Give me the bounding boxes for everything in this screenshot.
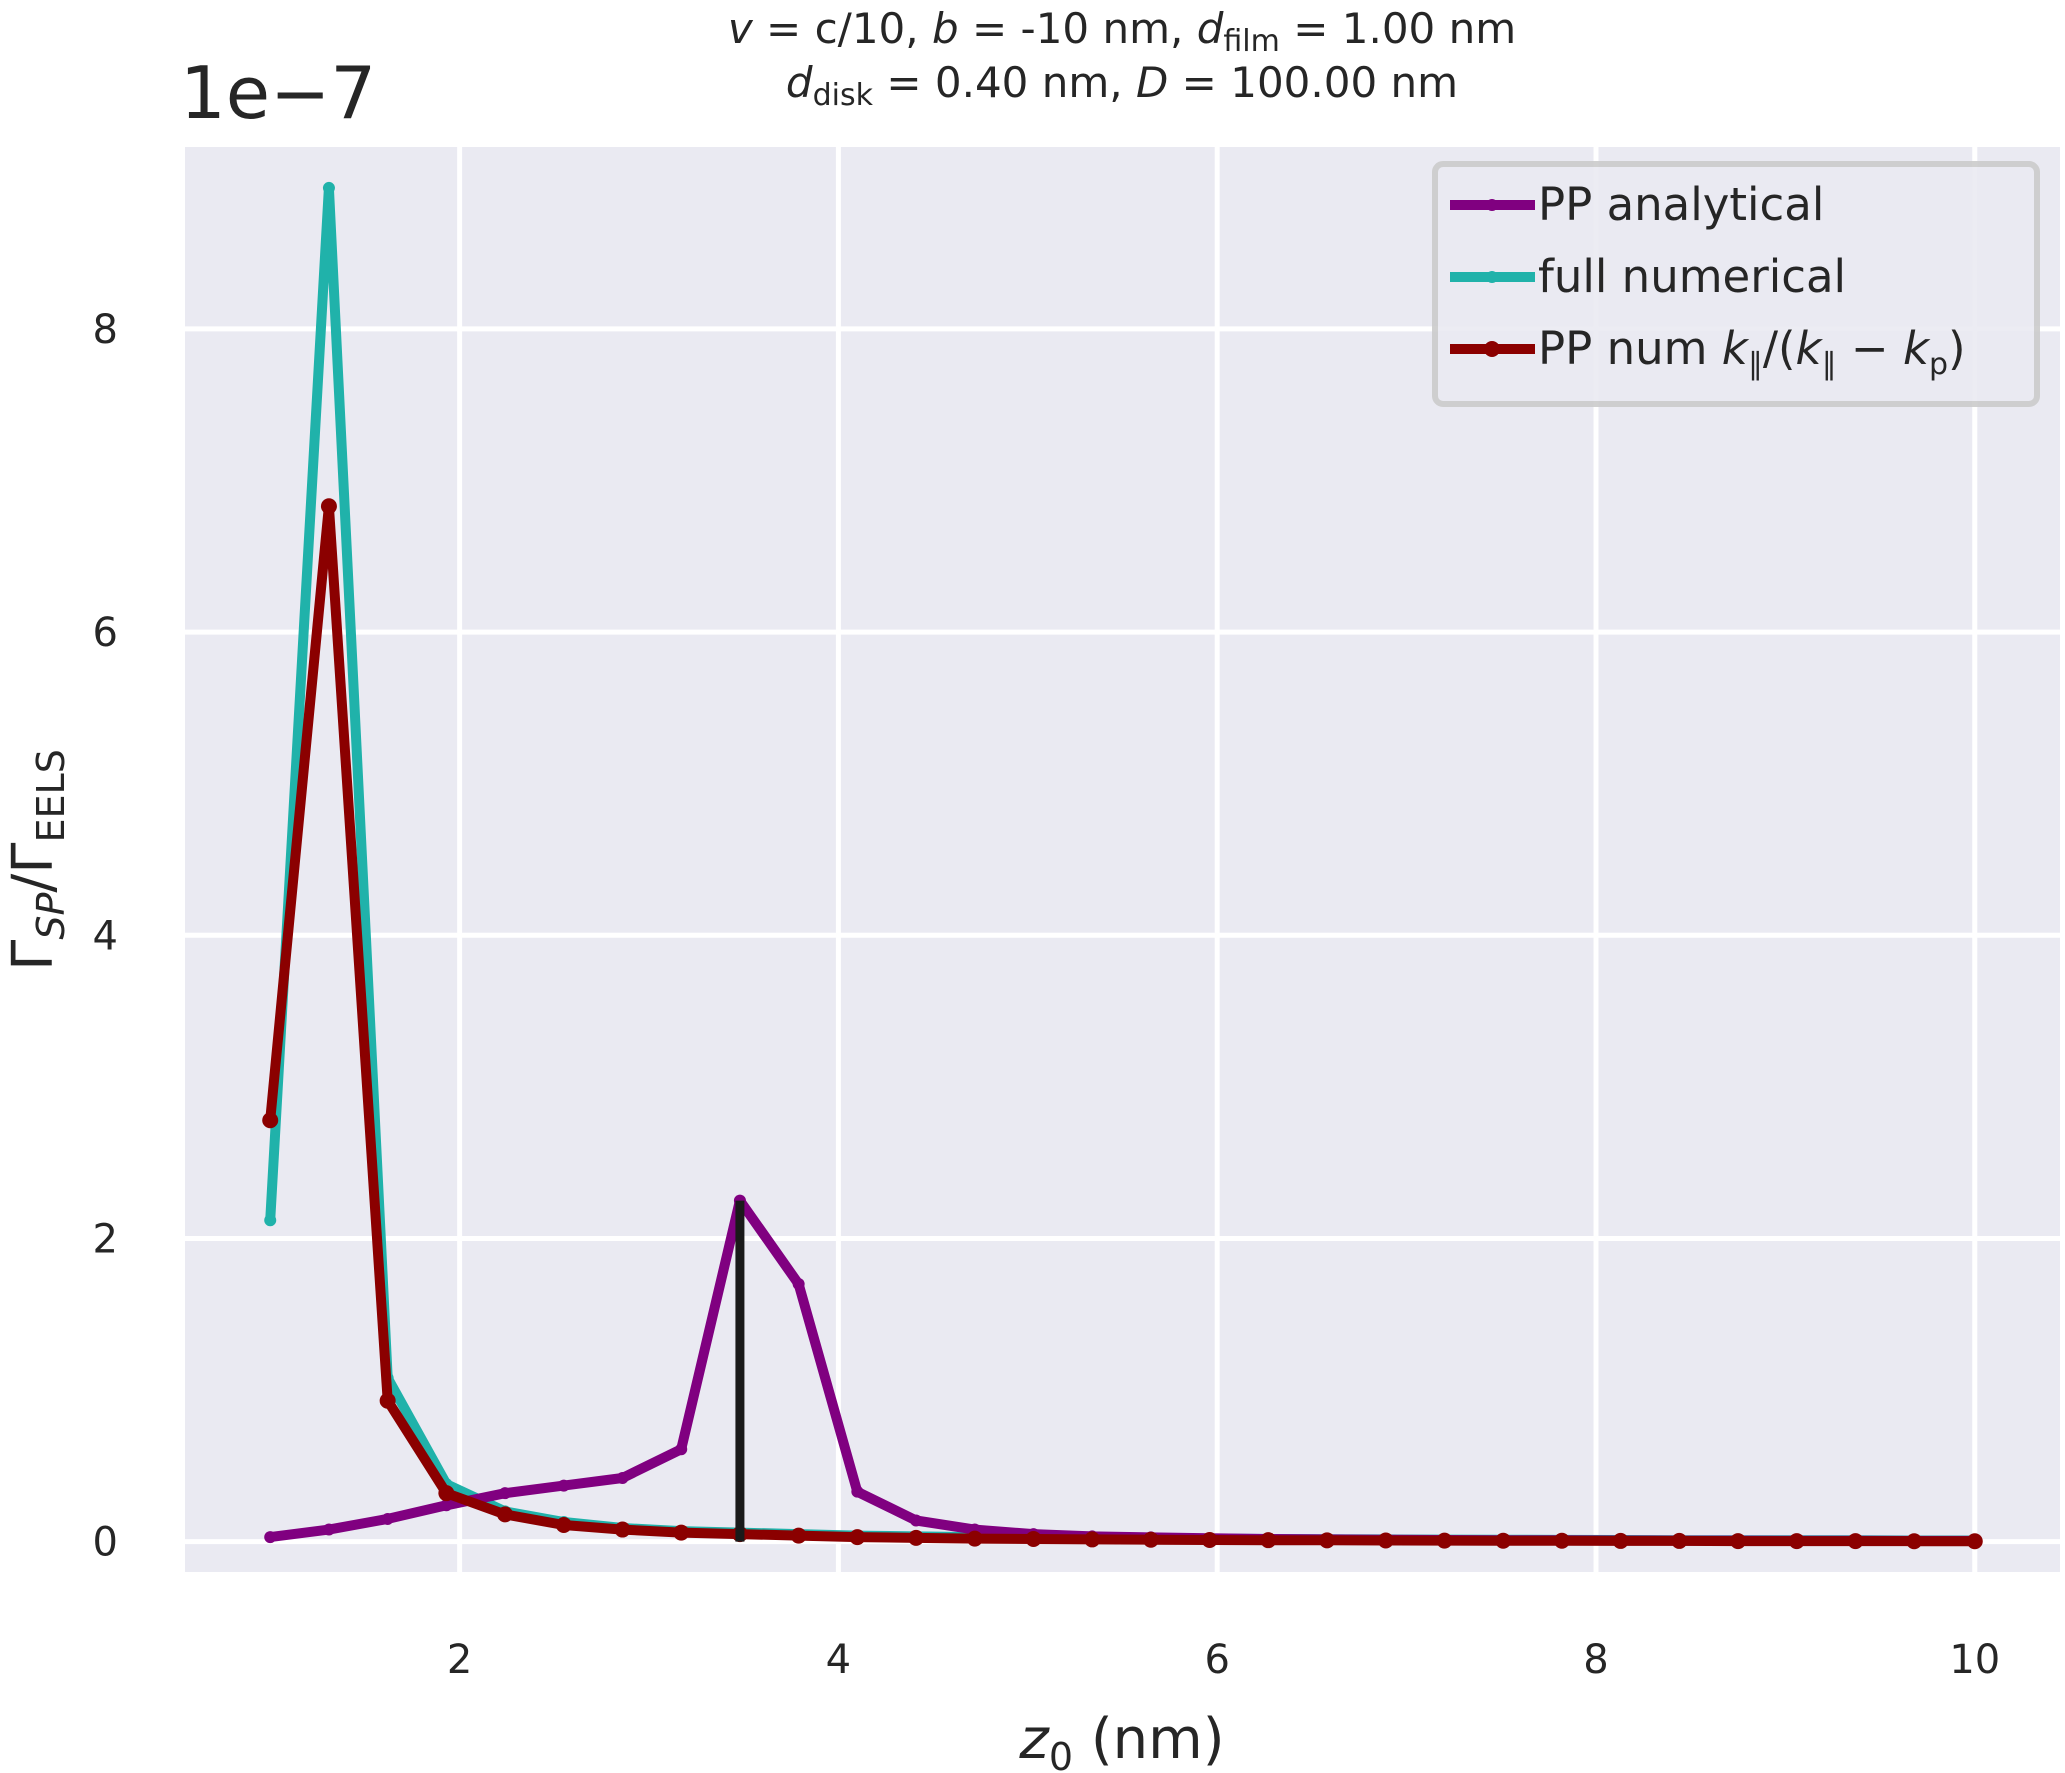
data-point [1319, 1532, 1336, 1549]
x-axis-label: z0 (nm) [1018, 1707, 1224, 1773]
y-tick-label-6: 6 [93, 610, 118, 656]
data-point [320, 498, 337, 515]
data-point [1260, 1532, 1277, 1549]
data-point [264, 1531, 277, 1544]
data-point [262, 1112, 279, 1129]
data-point [1436, 1532, 1453, 1549]
data-point [851, 1485, 864, 1498]
x-tick-label-6: 6 [1204, 1637, 1229, 1683]
data-point [499, 1487, 512, 1500]
data-point [1671, 1532, 1688, 1549]
legend: PP analytical full numerical PP num k∥/(… [1432, 161, 2040, 407]
data-point [1847, 1533, 1864, 1550]
data-point [438, 1485, 455, 1502]
y-tick-label-0: 0 [93, 1520, 118, 1566]
data-point [381, 1512, 394, 1525]
legend-label-pp-num: PP num k∥/(k∥ − kp) [1538, 322, 1966, 382]
data-point [1788, 1533, 1805, 1550]
legend-marker-full-numerical [1486, 271, 1498, 283]
data-point [264, 1214, 277, 1227]
data-point [1553, 1532, 1570, 1549]
y-offset-label: 1e−7 [180, 51, 376, 135]
data-point [908, 1529, 925, 1546]
data-point [1142, 1531, 1159, 1548]
y-tick-label-8: 8 [93, 307, 118, 353]
data-point [792, 1277, 805, 1290]
data-point [849, 1529, 866, 1546]
data-point [790, 1527, 807, 1544]
data-point [1084, 1531, 1101, 1548]
data-point [1906, 1533, 1923, 1550]
x-tick-label-2: 2 [447, 1637, 472, 1683]
legend-marker-pp-analytical [1486, 199, 1498, 211]
chart-title-line-1: v = c/10, b = -10 nm, dfilm = 1.00 nm [728, 4, 1516, 59]
data-point [322, 181, 335, 194]
legend-label-full-numerical: full numerical [1538, 250, 1846, 303]
legend-marker-pp-num [1484, 341, 1500, 357]
data-point [322, 1523, 335, 1536]
series-layer [262, 181, 1983, 1550]
data-point [555, 1517, 572, 1534]
data-point [1612, 1532, 1629, 1549]
series-pp-num [262, 498, 1983, 1550]
data-point [966, 1530, 983, 1547]
data-point [379, 1392, 396, 1409]
data-point [440, 1499, 453, 1512]
x-tick-label-10: 10 [1949, 1637, 2000, 1683]
data-point [1730, 1533, 1747, 1550]
data-point [673, 1524, 690, 1541]
data-point [1377, 1532, 1394, 1549]
series-line-pp-num [265, 501, 1980, 1547]
chart-title-line-2: ddisk = 0.40 nm, D = 100.00 nm [786, 58, 1458, 113]
x-tick-label-8: 8 [1583, 1637, 1608, 1683]
data-point [1201, 1532, 1218, 1549]
legend-label-pp-analytical: PP analytical [1538, 178, 1824, 231]
data-point [616, 1472, 629, 1485]
data-point [614, 1521, 631, 1538]
y-tick-label-4: 4 [93, 913, 118, 959]
data-point [675, 1443, 688, 1456]
data-point [1495, 1532, 1512, 1549]
data-point [557, 1479, 570, 1492]
x-tick-label-4: 4 [826, 1637, 851, 1683]
y-axis-label: ΓSP/ΓEELS [1, 749, 73, 971]
data-point [1966, 1533, 1983, 1550]
y-tick-label-2: 2 [93, 1216, 118, 1262]
data-point [1025, 1530, 1042, 1547]
data-point [497, 1506, 514, 1523]
legend-box [1432, 161, 2040, 407]
tick-labels: 2 4 6 8 10 0 2 4 6 8 [93, 307, 2001, 1683]
data-point [910, 1514, 923, 1527]
